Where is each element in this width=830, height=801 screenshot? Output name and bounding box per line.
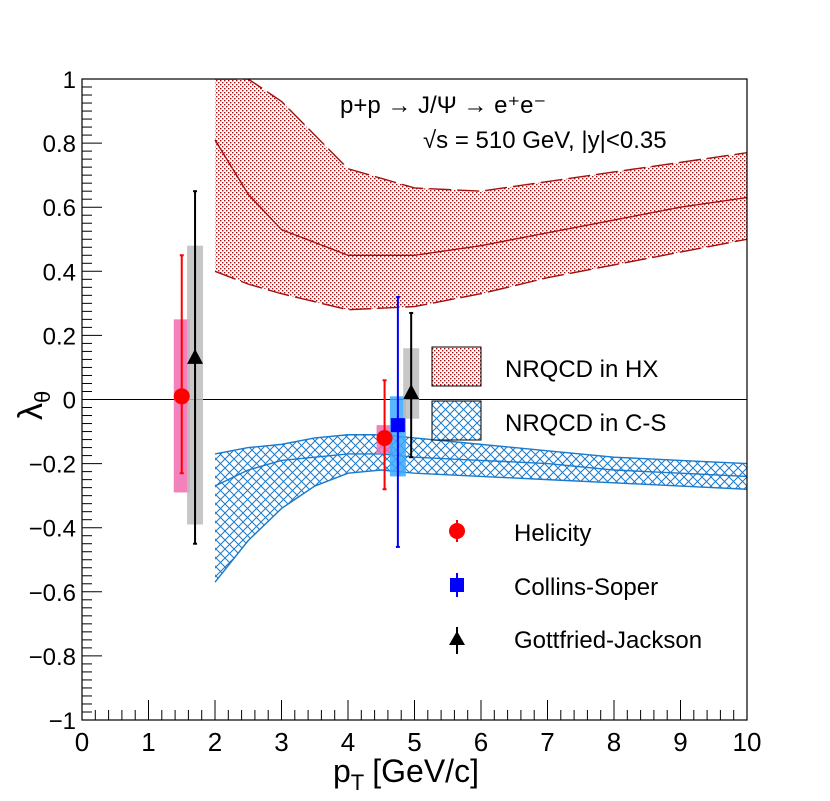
y-axis-label-sub: θ [30, 391, 55, 403]
band-central-hx [214, 139, 747, 256]
x-axis-label-unit: [GeV/c] [372, 753, 479, 789]
chart-title-line1: p+p → J/Ψ → e⁺e⁻ [340, 92, 546, 119]
band-upper-hx [215, 79, 747, 192]
x-axis-label: pT [GeV/c] [333, 753, 479, 795]
y-tick-label: 0.2 [43, 323, 76, 350]
legend-label-hx: NRQCD in HX [505, 356, 658, 383]
y-tick-label: −0.4 [29, 516, 76, 543]
y-axis-label-main: λ [12, 403, 50, 420]
helicity-marker [173, 388, 190, 405]
x-tick-label: 3 [274, 727, 288, 757]
theory-bands [214, 79, 747, 583]
helicity-marker [376, 429, 393, 446]
gottfried-jackson-marker [187, 348, 204, 364]
x-tick-label: 0 [75, 727, 89, 757]
collins-soper-marker [390, 418, 405, 433]
y-tick-label: 0.6 [43, 195, 76, 222]
y-tick-label: 0 [63, 388, 76, 415]
band-fill-hx [215, 79, 747, 310]
x-tick-label: 1 [141, 727, 155, 757]
x-tick-label: 8 [607, 727, 621, 757]
legend-label-gj: Gottfried-Jackson [514, 627, 702, 654]
band-lower-hx [214, 238, 747, 311]
gottfried-jackson-marker [403, 384, 420, 400]
y-tick-label: 0.4 [43, 259, 76, 286]
legend-label-helicity: Helicity [514, 520, 591, 547]
axis-ticks: 0 1 2 3 4 5 6 7 8 9 10 −1 −0.8 −0.6 −0.4 −0.2 0 0.2 0.4 0.6… [29, 67, 762, 757]
x-tick-label: 4 [341, 727, 355, 757]
legend: NRQCD in HX NRQCD in C-S Helicity Collin… [431, 346, 702, 654]
legend-gj-marker [449, 631, 465, 645]
legend-cs-marker [450, 578, 464, 592]
data-points [173, 190, 420, 548]
chart-title-line2: √s = 510 GeV, |y|<0.35 [423, 127, 667, 154]
x-tick-label: 6 [474, 727, 488, 757]
x-tick-label: 9 [673, 727, 687, 757]
x-axis-label-sub: T [351, 770, 364, 795]
legend-label-cs: NRQCD in C-S [505, 410, 666, 437]
legend-swatch-hx [431, 346, 482, 387]
y-tick-label: −1 [49, 708, 76, 735]
x-tick-label: 5 [407, 727, 421, 757]
y-tick-label: −0.8 [29, 644, 76, 671]
x-tick-label: 2 [208, 727, 222, 757]
band-fill-cs [215, 434, 747, 583]
x-tick-label: 7 [540, 727, 554, 757]
y-axis-label: λθ [12, 391, 55, 420]
legend-swatch-cs [431, 400, 482, 441]
y-tick-label: −0.6 [29, 580, 76, 607]
legend-label-cs-points: Collins-Soper [514, 574, 658, 601]
x-tick-label: 10 [733, 727, 762, 757]
y-tick-label: 1 [63, 67, 76, 94]
y-tick-label: 0.8 [43, 131, 76, 158]
legend-helicity-marker [449, 523, 465, 539]
x-axis-label-main: p [333, 753, 351, 789]
y-tick-label: −0.2 [29, 452, 76, 479]
